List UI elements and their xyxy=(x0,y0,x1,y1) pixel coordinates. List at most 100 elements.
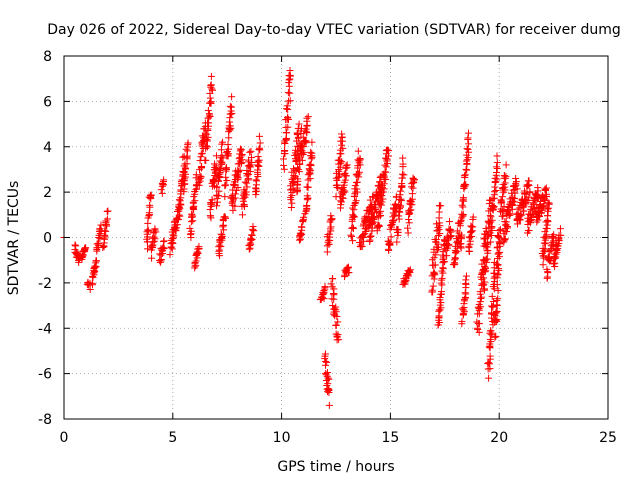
data-point xyxy=(343,164,351,172)
data-point xyxy=(246,244,254,252)
data-point xyxy=(247,163,255,171)
data-point xyxy=(467,228,475,236)
data-point xyxy=(435,226,443,234)
data-point xyxy=(544,269,552,277)
data-point xyxy=(469,213,477,221)
data-point xyxy=(99,244,107,252)
data-point xyxy=(208,86,216,94)
data-point xyxy=(329,302,337,310)
data-point xyxy=(224,150,232,158)
data-point xyxy=(370,218,378,226)
data-point xyxy=(367,204,375,212)
data-point xyxy=(367,232,375,240)
data-point xyxy=(462,165,470,173)
data-point xyxy=(535,212,543,220)
data-point xyxy=(336,170,344,178)
data-point xyxy=(371,205,379,213)
data-point xyxy=(152,228,160,236)
y-tick-label: 8 xyxy=(43,49,52,65)
axis-ticks: 0 5 10 15 20 25 -8 -6 -4 -2 0 2 4 6 8 xyxy=(38,49,617,446)
data-point xyxy=(495,266,503,274)
data-point xyxy=(249,223,257,231)
data-point xyxy=(465,148,473,156)
data-point xyxy=(544,212,552,220)
data-point xyxy=(396,208,404,216)
data-point xyxy=(483,239,491,247)
data-point xyxy=(332,303,340,311)
data-point xyxy=(370,212,378,220)
data-point xyxy=(439,265,447,273)
data-point xyxy=(488,216,496,224)
data-point xyxy=(468,232,476,240)
y-tick-label: -8 xyxy=(38,412,52,428)
data-point xyxy=(385,147,393,155)
data-point xyxy=(375,222,383,230)
data-point xyxy=(284,114,292,122)
data-point xyxy=(435,312,443,320)
data-point xyxy=(458,317,466,325)
data-point xyxy=(146,211,154,219)
x-tick-label: 20 xyxy=(490,430,508,446)
data-point xyxy=(501,235,509,243)
data-point xyxy=(481,278,489,286)
data-point xyxy=(197,164,205,172)
data-point xyxy=(328,215,336,223)
data-point xyxy=(465,140,473,148)
data-point xyxy=(476,290,484,298)
data-point xyxy=(400,171,408,179)
data-point xyxy=(406,266,414,274)
data-point xyxy=(306,166,314,174)
data-point xyxy=(394,228,402,236)
data-point xyxy=(213,202,221,210)
data-point xyxy=(488,292,496,300)
data-point xyxy=(466,237,474,245)
data-point xyxy=(223,176,231,184)
data-point xyxy=(462,181,470,189)
data-point xyxy=(529,201,537,209)
data-point xyxy=(356,156,364,164)
data-point xyxy=(256,146,264,154)
data-point xyxy=(475,310,483,318)
data-point xyxy=(234,184,242,192)
data-point xyxy=(481,265,489,273)
data-point xyxy=(491,333,499,341)
data-point xyxy=(487,232,495,240)
data-point xyxy=(93,257,101,265)
data-point xyxy=(339,144,347,152)
data-point xyxy=(352,197,360,205)
data-point xyxy=(226,118,234,126)
data-point xyxy=(300,213,308,221)
data-point xyxy=(359,234,367,242)
data-point xyxy=(383,159,391,167)
data-point xyxy=(222,165,230,173)
data-point xyxy=(493,316,501,324)
data-point xyxy=(492,260,500,268)
data-point xyxy=(550,231,558,239)
data-point xyxy=(204,133,212,141)
data-point xyxy=(494,233,502,241)
data-point xyxy=(335,336,343,344)
data-point xyxy=(157,186,165,194)
data-point xyxy=(542,185,550,193)
data-point xyxy=(465,129,473,137)
data-point xyxy=(338,141,346,149)
data-point xyxy=(354,147,362,155)
data-point xyxy=(144,233,152,241)
data-point xyxy=(382,175,390,183)
data-point xyxy=(379,184,387,192)
data-point xyxy=(496,226,504,234)
data-point xyxy=(102,227,110,235)
data-point xyxy=(465,244,473,252)
data-point xyxy=(226,102,234,110)
data-point xyxy=(100,242,108,250)
data-point xyxy=(94,239,102,247)
data-point xyxy=(430,254,438,262)
data-point xyxy=(197,173,205,181)
data-point xyxy=(476,298,484,306)
data-point xyxy=(350,201,358,209)
data-point xyxy=(390,217,398,225)
data-point xyxy=(242,191,250,199)
data-point xyxy=(327,280,335,288)
data-point xyxy=(340,171,348,179)
